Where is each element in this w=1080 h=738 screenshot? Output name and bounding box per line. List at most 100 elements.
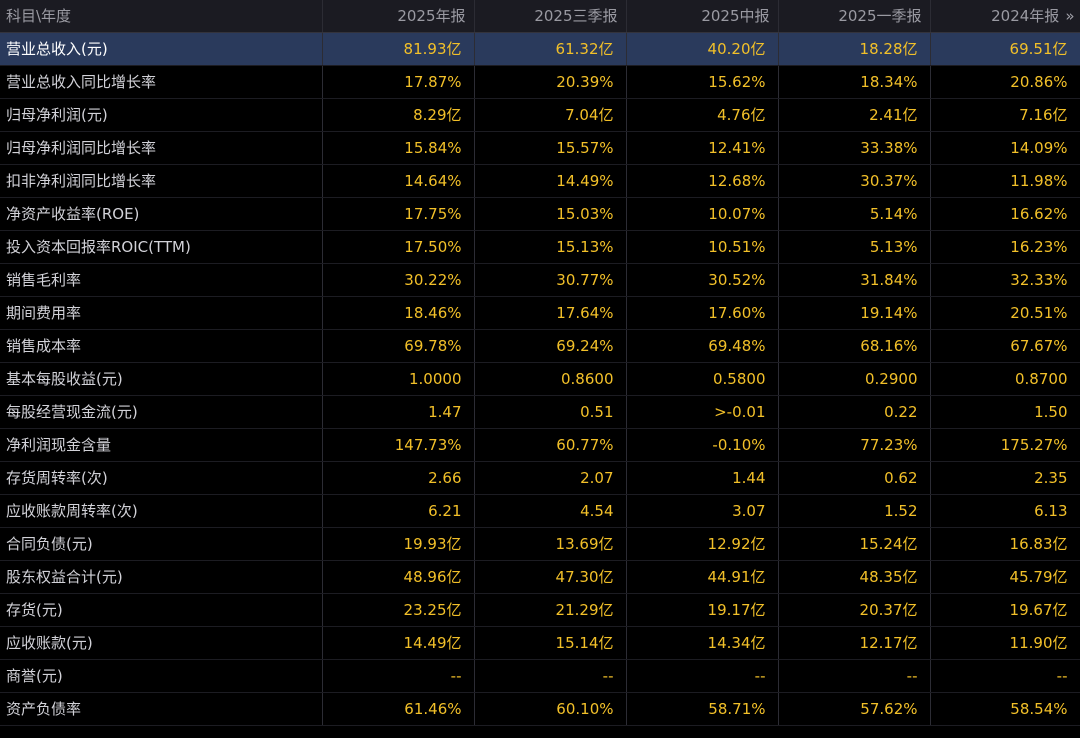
cell-value: 17.60%	[626, 296, 779, 330]
cell-value: 0.51	[474, 395, 627, 429]
cell-value: >-0.01	[626, 395, 779, 429]
double-chevron-right-icon[interactable]: »	[1065, 7, 1074, 26]
header-row: 科目\年度 2025年报 2025三季报 2025中报 2025一季报 2024…	[0, 0, 1080, 33]
cell-value: 61.46%	[322, 692, 475, 726]
cell-value: 8.29亿	[322, 98, 475, 132]
table-header: 科目\年度 2025年报 2025三季报 2025中报 2025一季报 2024…	[0, 0, 1080, 33]
cell-value: 15.14亿	[474, 626, 627, 660]
cell-value: 18.28亿	[778, 32, 931, 66]
row-label: 商誉(元)	[0, 659, 323, 693]
cell-value: 69.24%	[474, 329, 627, 363]
cell-value: 2.41亿	[778, 98, 931, 132]
row-label: 应收账款(元)	[0, 626, 323, 660]
cell-value: 20.37亿	[778, 593, 931, 627]
cell-value: 7.16亿	[930, 98, 1080, 132]
cell-value: 30.22%	[322, 263, 475, 297]
cell-value: 13.69亿	[474, 527, 627, 561]
cell-value: 18.46%	[322, 296, 475, 330]
cell-value: 17.75%	[322, 197, 475, 231]
row-label: 存货周转率(次)	[0, 461, 323, 495]
cell-value: 15.57%	[474, 131, 627, 165]
cell-value: 21.29亿	[474, 593, 627, 627]
column-header[interactable]: 2025年报	[322, 0, 475, 33]
cell-value: 33.38%	[778, 131, 931, 165]
cell-value: 20.86%	[930, 65, 1080, 99]
cell-value: 15.84%	[322, 131, 475, 165]
cell-value: 15.24亿	[778, 527, 931, 561]
cell-value: 23.25亿	[322, 593, 475, 627]
column-header[interactable]: 2024年报 »	[930, 0, 1080, 33]
cell-value: 14.34亿	[626, 626, 779, 660]
table-row[interactable]: 归母净利润同比增长率 15.84% 15.57% 12.41% 33.38% 14.09%	[0, 131, 1080, 165]
row-label: 营业总收入同比增长率	[0, 65, 323, 99]
cell-value: 45.79亿	[930, 560, 1080, 594]
table-row[interactable]: 营业总收入同比增长率 17.87% 20.39% 15.62% 18.34% 20.86%	[0, 65, 1080, 99]
cell-value: -0.10%	[626, 428, 779, 462]
cell-value: 12.41%	[626, 131, 779, 165]
cell-value: 0.62	[778, 461, 931, 495]
cell-value: 19.14%	[778, 296, 931, 330]
cell-value: 60.10%	[474, 692, 627, 726]
row-label: 净资产收益率(ROE)	[0, 197, 323, 231]
cell-value: 68.16%	[778, 329, 931, 363]
cell-value: 69.51亿	[930, 32, 1080, 66]
table-row[interactable]: 基本每股收益(元) 1.0000 0.8600 0.5800 0.2900 0.8700	[0, 362, 1080, 396]
cell-value: 30.52%	[626, 263, 779, 297]
cell-value: 58.54%	[930, 692, 1080, 726]
column-header[interactable]: 2025三季报	[474, 0, 627, 33]
column-header-text: 2024年报	[991, 7, 1060, 26]
cell-value: 14.09%	[930, 131, 1080, 165]
cell-value: 147.73%	[322, 428, 475, 462]
cell-value: 12.92亿	[626, 527, 779, 561]
cell-value: 18.34%	[778, 65, 931, 99]
table-row[interactable]: 应收账款(元) 14.49亿 15.14亿 14.34亿 12.17亿 11.90亿	[0, 626, 1080, 660]
table-row[interactable]: 存货(元) 23.25亿 21.29亿 19.17亿 20.37亿 19.67亿	[0, 593, 1080, 627]
table-row[interactable]: 销售毛利率 30.22% 30.77% 30.52% 31.84% 32.33%	[0, 263, 1080, 297]
row-label: 归母净利润(元)	[0, 98, 323, 132]
cell-value: 19.17亿	[626, 593, 779, 627]
row-label: 资产负债率	[0, 692, 323, 726]
table-row[interactable]: 存货周转率(次) 2.66 2.07 1.44 0.62 2.35	[0, 461, 1080, 495]
cell-value: 2.66	[322, 461, 475, 495]
column-header[interactable]: 2025一季报	[778, 0, 931, 33]
cell-value: 175.27%	[930, 428, 1080, 462]
table-row[interactable]: 每股经营现金流(元) 1.47 0.51 >-0.01 0.22 1.50	[0, 395, 1080, 429]
table-row[interactable]: 归母净利润(元) 8.29亿 7.04亿 4.76亿 2.41亿 7.16亿	[0, 98, 1080, 132]
table-row[interactable]: 应收账款周转率(次) 6.21 4.54 3.07 1.52 6.13	[0, 494, 1080, 528]
table-row[interactable]: 净资产收益率(ROE) 17.75% 15.03% 10.07% 5.14% 16.62%	[0, 197, 1080, 231]
cell-value: 1.44	[626, 461, 779, 495]
cell-value: 1.47	[322, 395, 475, 429]
table-row[interactable]: 扣非净利润同比增长率 14.64% 14.49% 12.68% 30.37% 11.98%	[0, 164, 1080, 198]
table-row[interactable]: 期间费用率 18.46% 17.64% 17.60% 19.14% 20.51%	[0, 296, 1080, 330]
column-header[interactable]: 2025中报	[626, 0, 779, 33]
table-row[interactable]: 净利润现金含量 147.73% 60.77% -0.10% 77.23% 175.27%	[0, 428, 1080, 462]
cell-value: 1.50	[930, 395, 1080, 429]
row-label: 期间费用率	[0, 296, 323, 330]
row-label: 股东权益合计(元)	[0, 560, 323, 594]
table-row[interactable]: 股东权益合计(元) 48.96亿 47.30亿 44.91亿 48.35亿 45.79亿	[0, 560, 1080, 594]
cell-value: 3.07	[626, 494, 779, 528]
cell-value: 10.51%	[626, 230, 779, 264]
table-row[interactable]: 投入资本回报率ROIC(TTM) 17.50% 15.13% 10.51% 5.13% 1…	[0, 230, 1080, 264]
row-label: 基本每股收益(元)	[0, 362, 323, 396]
cell-value: --	[322, 659, 475, 693]
table-row[interactable]: 营业总收入(元) 81.93亿 61.32亿 40.20亿 18.28亿 69.51亿	[0, 32, 1080, 66]
cell-value: 16.23%	[930, 230, 1080, 264]
cell-value: 6.13	[930, 494, 1080, 528]
cell-value: 40.20亿	[626, 32, 779, 66]
table-row[interactable]: 商誉(元) -- -- -- -- --	[0, 659, 1080, 693]
cell-value: 5.14%	[778, 197, 931, 231]
cell-value: 14.49%	[474, 164, 627, 198]
cell-value: 12.17亿	[778, 626, 931, 660]
cell-value: 4.54	[474, 494, 627, 528]
row-label: 应收账款周转率(次)	[0, 494, 323, 528]
table-row[interactable]: 销售成本率 69.78% 69.24% 69.48% 68.16% 67.67%	[0, 329, 1080, 363]
cell-value: 17.64%	[474, 296, 627, 330]
row-label: 销售毛利率	[0, 263, 323, 297]
cell-value: 4.76亿	[626, 98, 779, 132]
table-row[interactable]: 合同负债(元) 19.93亿 13.69亿 12.92亿 15.24亿 16.83亿	[0, 527, 1080, 561]
cell-value: 15.13%	[474, 230, 627, 264]
table-row[interactable]: 资产负债率 61.46% 60.10% 58.71% 57.62% 58.54%	[0, 692, 1080, 726]
cell-value: 60.77%	[474, 428, 627, 462]
